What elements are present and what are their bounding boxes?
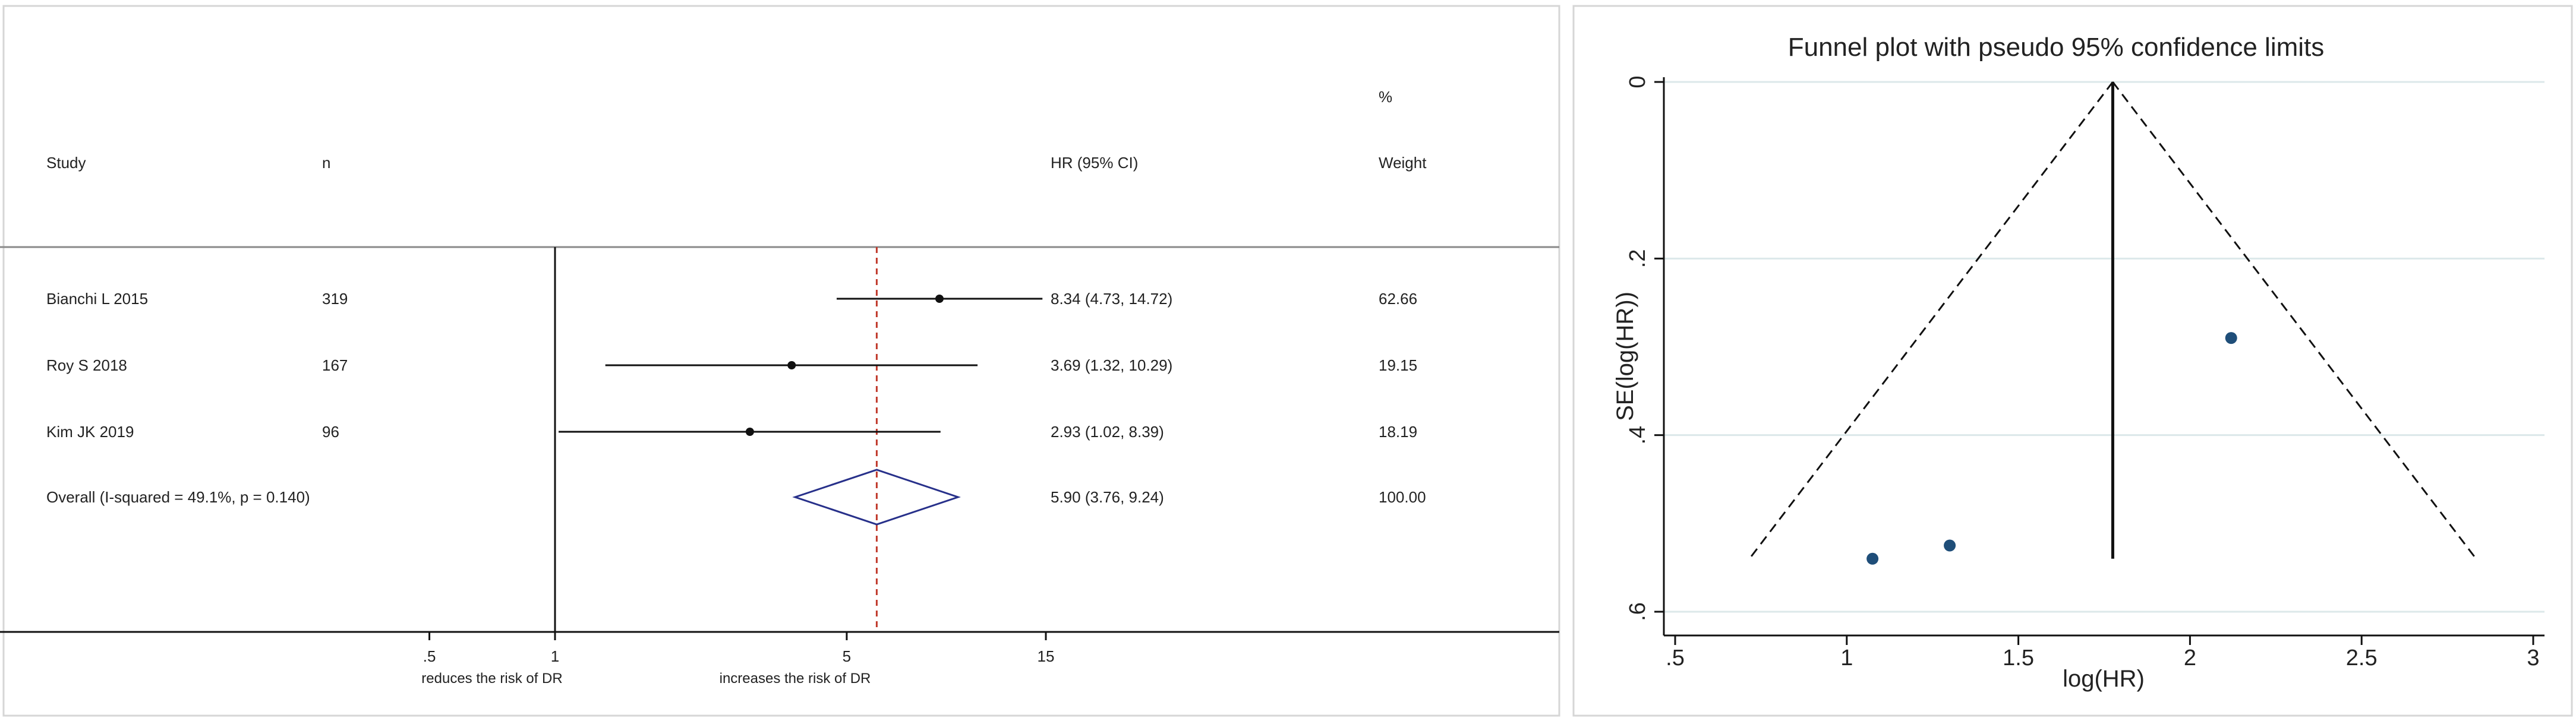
funnel-panel-border [1572, 5, 2573, 717]
funnel-y-label: SE(log(HR)) [1612, 292, 1638, 421]
pseudo-ci-right-limit [2112, 81, 2477, 559]
funnel-x-tick-label: 2 [2184, 646, 2196, 671]
study-point-estimate [935, 295, 944, 303]
study-weight: 62.66 [1379, 290, 1417, 308]
study-weight: 18.19 [1379, 423, 1417, 441]
forest-plot: Study n HR (95% CI) % Weight Bianchi L 2… [0, 5, 1560, 717]
study-name: Roy S 2018 [46, 356, 127, 374]
study-n: 319 [322, 290, 348, 308]
funnel-x-label: log(HR) [2063, 666, 2145, 692]
column-header-weight-percent: % [1379, 88, 1392, 106]
forest-x-ticks: .5 1 5 15 [423, 632, 1055, 665]
study-n: 96 [322, 423, 339, 441]
study-rows: Bianchi L 2015 319 8.34 (4.73, 14.72) 62.66… [46, 290, 1417, 441]
increases-risk-label: increases the risk of DR [720, 671, 871, 687]
study-ci-text: 2.93 (1.02, 8.39) [1051, 423, 1164, 441]
column-header-weight: Weight [1379, 154, 1427, 172]
overall-diamond [792, 469, 961, 526]
funnel-plot: Funnel plot with pseudo 95% confidence l… [1572, 5, 2573, 717]
funnel-x-tick-label: 1 [1840, 646, 1853, 671]
funnel-y-tick-label: .6 [1625, 602, 1650, 621]
funnel-x-tick-label: 3 [2527, 646, 2539, 671]
funnel-study-point [1944, 539, 1956, 552]
study-name: Bianchi L 2015 [46, 290, 148, 308]
funnel-points [1866, 332, 2237, 565]
column-header-n: n [322, 154, 330, 172]
funnel-study-point [2225, 332, 2237, 344]
overall-label: Overall (I-squared = 49.1%, p = 0.140) [46, 488, 310, 506]
funnel-title: Funnel plot with pseudo 95% confidence l… [1788, 33, 2325, 62]
study-n: 167 [322, 356, 348, 374]
funnel-x-tick-label: 1.5 [2003, 646, 2034, 671]
overall-ci-text: 5.90 (3.76, 9.24) [1051, 488, 1164, 506]
forest-x-tick-label: 1 [551, 647, 559, 665]
study-weight: 19.15 [1379, 356, 1417, 374]
study-ci-text: 8.34 (4.73, 14.72) [1051, 290, 1172, 308]
overall-weight: 100.00 [1379, 488, 1426, 506]
forest-x-tick-label: 5 [843, 647, 851, 665]
funnel-y-tick-label: 0 [1625, 75, 1650, 88]
forest-x-tick-label: .5 [423, 647, 436, 665]
study-name: Kim JK 2019 [46, 423, 134, 441]
study-ci-text: 3.69 (1.32, 10.29) [1051, 356, 1172, 374]
funnel-y-tick-label: .4 [1625, 426, 1650, 445]
column-header-hr: HR (95% CI) [1051, 154, 1138, 172]
funnel-y-tick-label: .2 [1625, 249, 1650, 268]
study-point-estimate [787, 361, 796, 369]
reduces-risk-label: reduces the risk of DR [421, 671, 562, 687]
funnel-x-tick-label: .5 [1666, 646, 1685, 671]
study-point-estimate [745, 428, 754, 436]
forest-panel-border [2, 5, 1560, 717]
column-header-study: Study [46, 154, 86, 172]
pseudo-ci-left-limit [1748, 81, 2114, 559]
forest-x-tick-label: 15 [1038, 647, 1055, 665]
funnel-x-tick-label: 2.5 [2346, 646, 2378, 671]
funnel-gridlines [1664, 81, 2545, 613]
funnel-study-point [1866, 552, 1879, 565]
funnel-axis-ticks: .5 1 1.5 2 2.5 3 0 .2 .4 .6 [1625, 75, 2540, 671]
